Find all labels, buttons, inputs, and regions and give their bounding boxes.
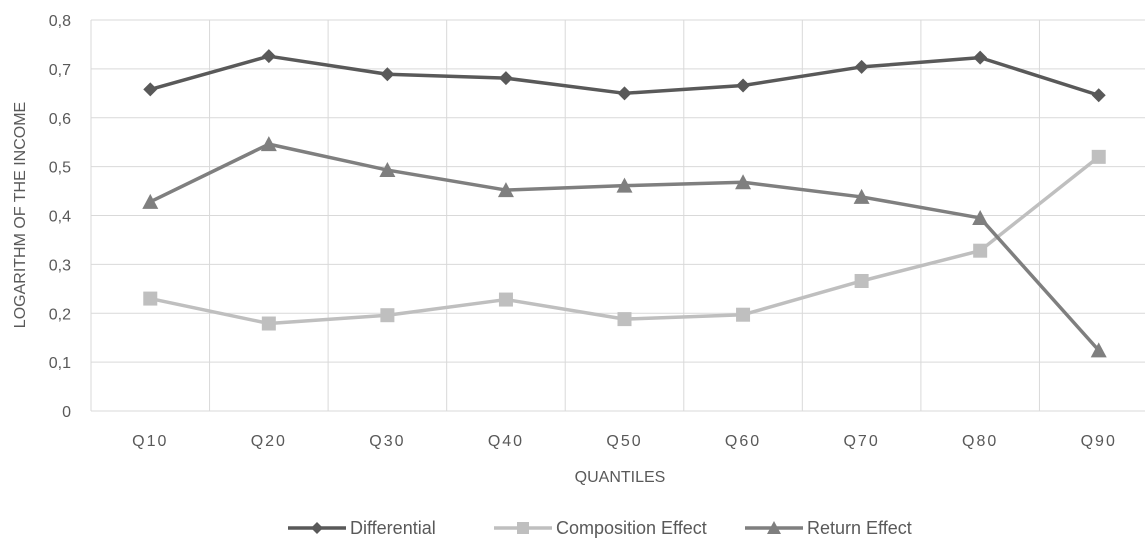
y-tick-label: 0,8 [49, 13, 71, 30]
x-tick-label: Q30 [369, 433, 405, 450]
x-tick-label: Q40 [488, 433, 524, 450]
data-point [498, 71, 513, 86]
data-point [854, 59, 869, 74]
data-point [972, 209, 989, 225]
data-point [143, 82, 158, 97]
x-tick-label: Q90 [1081, 433, 1117, 450]
legend-marker [767, 521, 781, 534]
data-point [853, 188, 870, 204]
data-point [973, 50, 988, 65]
x-tick-label: Q80 [962, 433, 998, 450]
y-tick-label: 0,1 [49, 355, 71, 372]
data-point [616, 177, 633, 193]
legend-marker [517, 522, 529, 534]
data-point [1090, 342, 1107, 358]
data-point [380, 308, 395, 323]
y-tick-label: 0 [62, 404, 71, 421]
data-point [380, 67, 395, 82]
data-point [498, 292, 513, 307]
data-point [260, 136, 277, 152]
data-point [497, 182, 514, 198]
y-tick-label: 0,5 [49, 160, 71, 177]
data-point [735, 174, 752, 190]
series [142, 49, 1107, 358]
data-point [617, 312, 632, 327]
data-point [142, 193, 159, 209]
data-point [736, 307, 751, 322]
series-differential [143, 49, 1106, 103]
y-tick-label: 0,4 [49, 209, 71, 226]
x-axis-title: QUANTILES [575, 469, 666, 486]
x-tick-label: Q50 [606, 433, 642, 450]
legend-item: Return Effect [745, 518, 912, 538]
data-point [1091, 88, 1106, 103]
y-axis-title: LOGARITHM OF THE INCOME [12, 102, 29, 328]
legend-label: Composition Effect [556, 518, 707, 538]
x-tick-label: Q20 [251, 433, 287, 450]
series-return-effect [142, 136, 1107, 358]
axes: 0 0,1 0,2 0,3 0,4 0,5 0,6 0,7 0,8 Q10 Q20 Q30 Q40 Q50… [49, 13, 1117, 450]
y-tick-label: 0,7 [49, 62, 71, 79]
y-tick-label: 0,6 [49, 111, 71, 128]
x-tick-label: Q10 [132, 433, 168, 450]
series-composition-effect [143, 149, 1106, 331]
y-tick-label: 0,3 [49, 257, 71, 274]
data-point [617, 86, 632, 101]
data-point [261, 316, 276, 331]
data-point [854, 273, 869, 288]
x-tick-label: Q60 [725, 433, 761, 450]
data-point [261, 49, 276, 64]
data-point [736, 78, 751, 93]
x-tick-label: Q70 [843, 433, 879, 450]
data-point [1091, 149, 1106, 164]
legend: Differential Composition Effect Return Eff… [288, 518, 912, 538]
data-point [973, 243, 988, 258]
legend-item: Differential [288, 518, 436, 538]
legend-item: Composition Effect [494, 518, 707, 538]
y-tick-label: 0,2 [49, 306, 71, 323]
legend-label: Differential [350, 518, 436, 538]
data-point [143, 291, 158, 306]
legend-label: Return Effect [807, 518, 912, 538]
data-point [379, 162, 396, 178]
grid [90, 19, 1145, 412]
legend-marker [311, 522, 323, 534]
